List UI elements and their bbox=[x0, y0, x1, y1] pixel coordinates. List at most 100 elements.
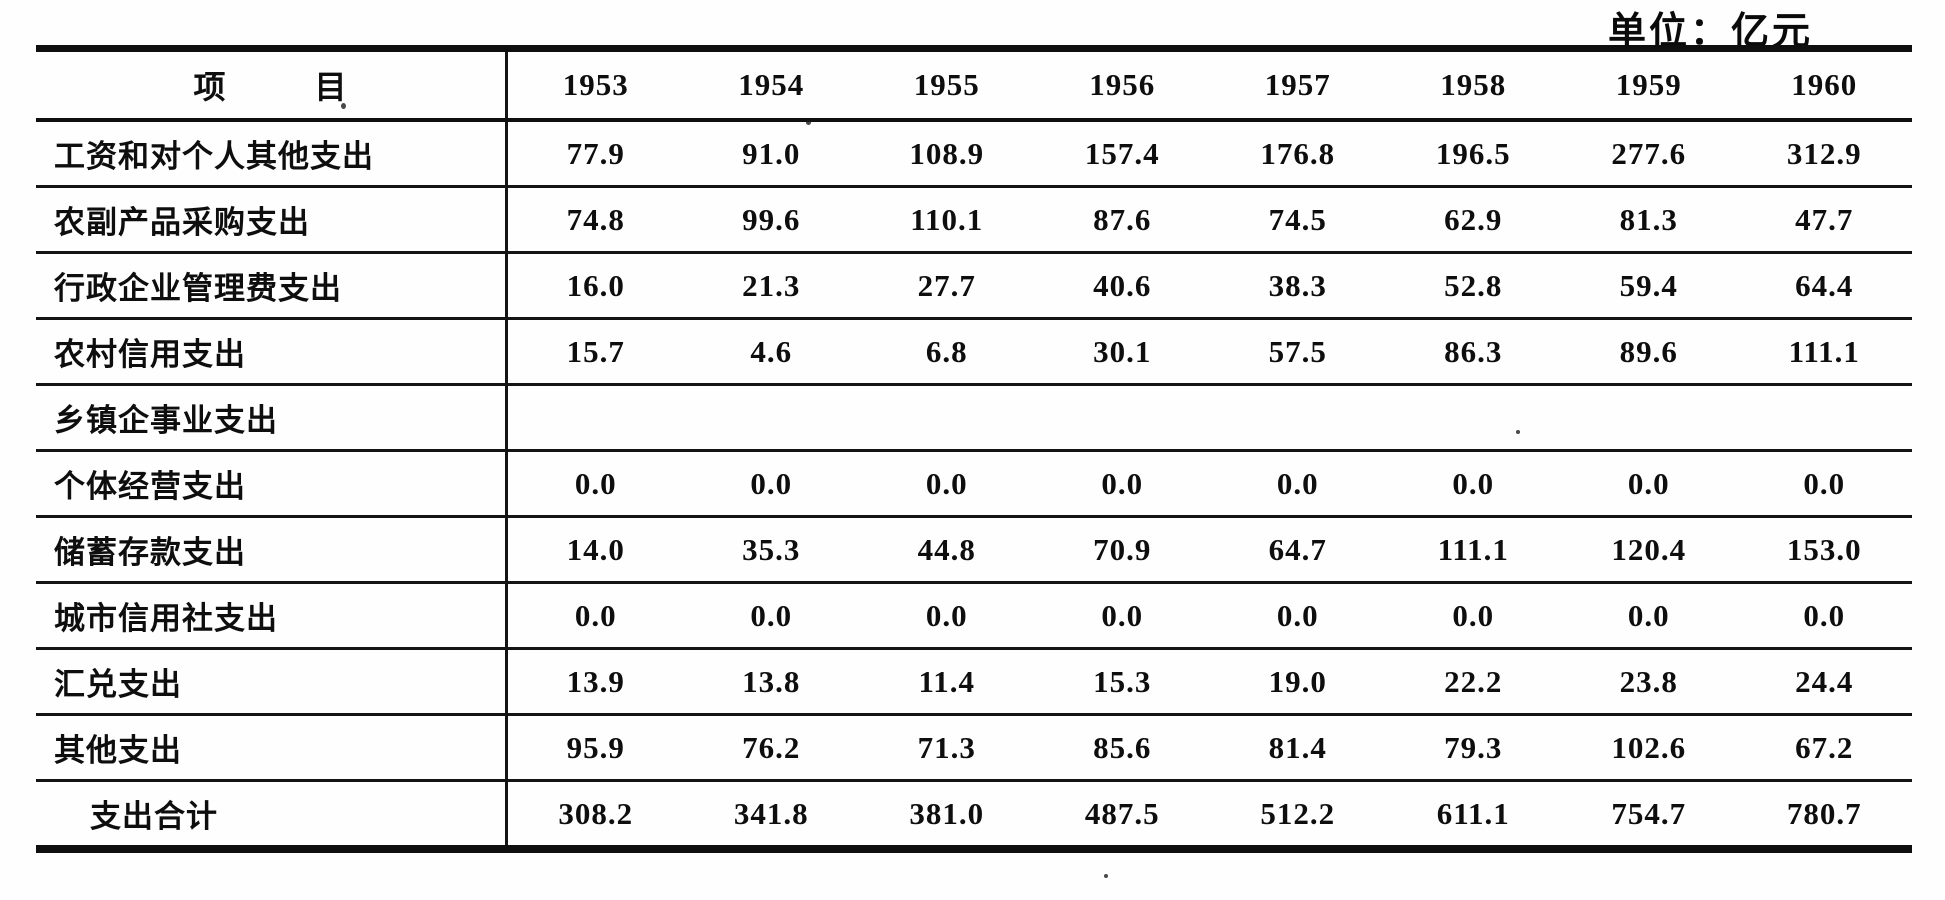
value-cell: 176.8 bbox=[1260, 135, 1336, 171]
value-cell: 77.9 bbox=[566, 135, 625, 171]
value-cell: 35.3 bbox=[742, 531, 801, 567]
table-row: 其他支出 95.9 76.2 71.3 85.6 81.4 79.3 102.6 67.2 bbox=[36, 716, 1912, 782]
row-label: 支出合计 bbox=[36, 782, 508, 845]
table-row: 乡镇企事业支出 bbox=[36, 386, 1912, 452]
value-cell: 15.3 bbox=[1093, 663, 1152, 699]
value-cell: 89.6 bbox=[1619, 333, 1678, 369]
value-cell: 381.0 bbox=[909, 795, 985, 831]
table-row: 个体经营支出 0.0 0.0 0.0 0.0 0.0 0.0 0.0 0.0 bbox=[36, 452, 1912, 518]
value-cell: 74.8 bbox=[566, 201, 625, 237]
value-cell: 16.0 bbox=[566, 267, 625, 303]
value-cell: 62.9 bbox=[1444, 201, 1503, 237]
value-cell: 0.0 bbox=[1803, 597, 1846, 633]
value-cell: 0.0 bbox=[1803, 465, 1846, 501]
value-cell: 24.4 bbox=[1795, 663, 1854, 699]
value-cell: 47.7 bbox=[1795, 201, 1854, 237]
row-label: 农村信用支出 bbox=[36, 320, 508, 383]
value-cell: 111.1 bbox=[1437, 531, 1509, 567]
value-cell: 11.4 bbox=[918, 663, 976, 699]
row-label: 储蓄存款支出 bbox=[36, 518, 508, 581]
column-header-year: 1953 bbox=[562, 67, 629, 102]
table-row: 城市信用社支出 0.0 0.0 0.0 0.0 0.0 0.0 0.0 0.0 bbox=[36, 584, 1912, 650]
value-cell: 0.0 bbox=[750, 597, 793, 633]
value-cell: 23.8 bbox=[1619, 663, 1678, 699]
value-cell: 0.0 bbox=[925, 465, 968, 501]
value-cell: 44.8 bbox=[917, 531, 976, 567]
value-cell: 13.9 bbox=[566, 663, 625, 699]
value-cell: 67.2 bbox=[1795, 729, 1854, 765]
value-cell: 780.7 bbox=[1786, 795, 1862, 831]
value-cell: 14.0 bbox=[566, 531, 625, 567]
value-cell: 99.6 bbox=[742, 201, 801, 237]
value-cell: 0.0 bbox=[1452, 597, 1495, 633]
value-cell: 102.6 bbox=[1611, 729, 1687, 765]
value-cell: 0.0 bbox=[1276, 465, 1319, 501]
value-cell: 38.3 bbox=[1268, 267, 1327, 303]
value-cell: 40.6 bbox=[1093, 267, 1152, 303]
value-cell: 91.0 bbox=[742, 135, 801, 171]
value-cell: 308.2 bbox=[558, 795, 634, 831]
value-cell: 81.3 bbox=[1619, 201, 1678, 237]
value-cell: 108.9 bbox=[909, 135, 985, 171]
value-cell: 0.0 bbox=[574, 597, 617, 633]
value-cell: 64.7 bbox=[1268, 531, 1327, 567]
value-cell bbox=[1210, 386, 1386, 449]
value-cell bbox=[1737, 386, 1913, 449]
value-cell: 0.0 bbox=[1627, 597, 1670, 633]
table-row: 储蓄存款支出 14.0 35.3 44.8 70.9 64.7 111.1 120.4 153.… bbox=[36, 518, 1912, 584]
row-label: 乡镇企事业支出 bbox=[36, 386, 508, 449]
value-cell: 27.7 bbox=[917, 267, 976, 303]
value-cell: 87.6 bbox=[1093, 201, 1152, 237]
value-cell: 95.9 bbox=[566, 729, 625, 765]
column-header-year: 1957 bbox=[1264, 67, 1331, 102]
column-header-year: 1954 bbox=[738, 67, 805, 102]
value-cell bbox=[684, 386, 860, 449]
value-cell: 6.8 bbox=[925, 333, 968, 369]
scan-speck bbox=[341, 103, 346, 109]
value-cell: 0.0 bbox=[1452, 465, 1495, 501]
value-cell: 0.0 bbox=[574, 465, 617, 501]
row-label: 其他支出 bbox=[36, 716, 508, 779]
row-label: 工资和对个人其他支出 bbox=[36, 122, 508, 185]
value-cell: 30.1 bbox=[1093, 333, 1152, 369]
row-label: 汇兑支出 bbox=[36, 650, 508, 713]
value-cell: 21.3 bbox=[742, 267, 801, 303]
value-cell: 13.8 bbox=[742, 663, 801, 699]
value-cell: 0.0 bbox=[1101, 597, 1144, 633]
column-header-year: 1958 bbox=[1440, 67, 1507, 102]
value-cell: 0.0 bbox=[1101, 465, 1144, 501]
value-cell bbox=[508, 386, 684, 449]
value-cell: 85.6 bbox=[1093, 729, 1152, 765]
value-cell: 57.5 bbox=[1268, 333, 1327, 369]
value-cell: 512.2 bbox=[1260, 795, 1336, 831]
value-cell bbox=[1386, 386, 1562, 449]
scan-speck bbox=[268, 160, 272, 164]
column-header-year: 1955 bbox=[913, 67, 980, 102]
value-cell: 487.5 bbox=[1084, 795, 1160, 831]
value-cell: 79.3 bbox=[1444, 729, 1503, 765]
value-cell: 70.9 bbox=[1093, 531, 1152, 567]
table-row: 农副产品采购支出 74.8 99.6 110.1 87.6 74.5 62.9 81.3 47.… bbox=[36, 188, 1912, 254]
scan-speck bbox=[1104, 874, 1108, 878]
row-label: 行政企业管理费支出 bbox=[36, 254, 508, 317]
value-cell: 86.3 bbox=[1444, 333, 1503, 369]
value-cell: 64.4 bbox=[1795, 267, 1854, 303]
table-row: 农村信用支出 15.7 4.6 6.8 30.1 57.5 86.3 89.6 111.1 bbox=[36, 320, 1912, 386]
value-cell: 0.0 bbox=[1627, 465, 1670, 501]
value-cell: 153.0 bbox=[1786, 531, 1862, 567]
value-cell: 120.4 bbox=[1611, 531, 1687, 567]
value-cell bbox=[1561, 386, 1737, 449]
table-row: 汇兑支出 13.9 13.8 11.4 15.3 19.0 22.2 23.8 24.4 bbox=[36, 650, 1912, 716]
value-cell: 81.4 bbox=[1268, 729, 1327, 765]
value-cell: 19.0 bbox=[1268, 663, 1327, 699]
value-cell: 0.0 bbox=[1276, 597, 1319, 633]
value-cell: 0.0 bbox=[925, 597, 968, 633]
value-cell: 196.5 bbox=[1435, 135, 1511, 171]
value-cell: 157.4 bbox=[1084, 135, 1160, 171]
value-cell: 76.2 bbox=[742, 729, 801, 765]
table-row: 行政企业管理费支出 16.0 21.3 27.7 40.6 38.3 52.8 59.4 64.… bbox=[36, 254, 1912, 320]
column-header-year: 1956 bbox=[1089, 67, 1156, 102]
value-cell: 71.3 bbox=[917, 729, 976, 765]
value-cell: 4.6 bbox=[750, 333, 793, 369]
